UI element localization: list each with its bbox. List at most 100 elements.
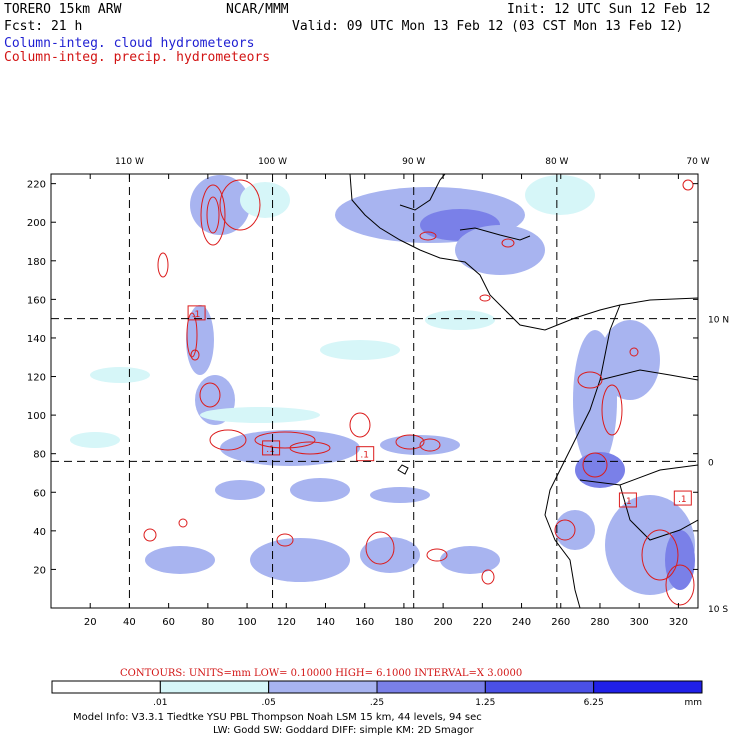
cloud-core: [665, 530, 695, 590]
model-title: TORERO 15km ARW: [4, 2, 122, 17]
precip-contour: [219, 179, 261, 231]
contour-label-box: [618, 492, 637, 508]
x-tick-label: 200: [434, 617, 453, 628]
x-tick-label: 320: [669, 617, 688, 628]
cloud-area: [525, 175, 595, 215]
latitude-label: 10 N: [708, 316, 729, 326]
colorbar-level-label: .25: [370, 698, 384, 708]
y-tick-label: 200: [27, 218, 46, 229]
precip-contour: [206, 196, 220, 234]
field-precip-label: Column-integ. precip. hydrometeors: [4, 50, 271, 65]
colorbar-level-label: 6.25: [584, 698, 604, 708]
precip-contour: [395, 434, 425, 450]
precip-contour: [289, 441, 331, 455]
x-tick-label: 180: [394, 617, 413, 628]
x-tick-label: 80: [201, 617, 214, 628]
precip-contour: [157, 252, 169, 278]
precip-contour: [419, 438, 441, 452]
x-tick-label: 60: [162, 617, 175, 628]
border: [619, 484, 698, 541]
precip-contour: [349, 412, 371, 438]
x-tick-label: 260: [551, 617, 570, 628]
cloud-area: [250, 538, 350, 582]
precip-contour: [254, 431, 316, 449]
colorbar-units: mm: [684, 698, 702, 708]
plot-frame: [50, 173, 699, 609]
y-tick-label: 60: [33, 488, 46, 499]
precip-contour: [186, 312, 198, 358]
y-tick-label: 20: [33, 565, 46, 576]
colorbar-level-label: 1.25: [475, 698, 495, 708]
precip-contour: [276, 533, 294, 547]
colorbar-swatch: [159, 680, 270, 694]
colorbar-swatch: [376, 680, 486, 694]
y-axis: 20 40 60 80 100 120 140 160 180 200 220: [27, 180, 698, 576]
contour-label-box: [187, 305, 206, 321]
central-america-coast: [349, 174, 698, 331]
precip-contour: [419, 231, 437, 241]
precip-contour: [209, 429, 247, 451]
border: [599, 369, 698, 381]
precip-contour: [143, 528, 157, 542]
x-axis: 20 40 60 80 100 120 140 160 180 200 220 240 260 280 30…: [84, 174, 688, 628]
precip-contours: [143, 179, 695, 606]
yucatan-coast: [399, 174, 446, 211]
y-tick-label: 80: [33, 450, 46, 461]
x-tick-label: 100: [238, 617, 257, 628]
coastlines: [349, 174, 698, 608]
longitude-label: 90 W: [402, 157, 425, 167]
precip-contour: [641, 529, 679, 581]
precip-contour: [665, 564, 695, 606]
colorbar-swatch: [593, 680, 703, 694]
y-tick-label: 160: [27, 295, 46, 306]
precip-contour: [479, 294, 491, 302]
org-label: NCAR/MMM: [226, 2, 289, 17]
cloud-area: [70, 432, 120, 448]
contour-label-box: [262, 440, 281, 456]
valid-time: Valid: 09 UTC Mon 13 Feb 12 (03 CST Mon …: [292, 19, 684, 34]
cloud-area: [370, 487, 430, 503]
x-tick-label: 40: [123, 617, 136, 628]
contour-label: .1: [623, 497, 632, 507]
colorbar-swatch: [484, 680, 595, 694]
precip-contour: [577, 371, 603, 389]
y-tick-label: 100: [27, 411, 46, 422]
model-info-line2: LW: Godd SW: Goddard DIFF: simple KM: 2D…: [213, 725, 474, 736]
precip-contour: [582, 452, 608, 478]
map-field: .1 .1 .1 .1 .1: [51, 174, 698, 608]
precip-contour: [554, 519, 576, 541]
colorbar-level-label: .01: [153, 698, 167, 708]
init-time: Init: 12 UTC Sun 12 Feb 12: [507, 2, 711, 17]
precip-contour: [601, 384, 623, 436]
contour-label-box: [673, 490, 692, 506]
x-tick-label: 240: [512, 617, 531, 628]
precip-contour: [481, 569, 495, 585]
x-tick-label: 140: [316, 617, 335, 628]
x-tick-label: 300: [630, 617, 649, 628]
cloud-area: [290, 478, 350, 502]
cloud-area: [455, 225, 545, 275]
contour-label: .1: [678, 495, 687, 505]
contour-label-box: [356, 446, 375, 462]
y-tick-label: 220: [27, 180, 46, 191]
y-tick-label: 180: [27, 257, 46, 268]
longitude-label: 100 W: [258, 157, 287, 167]
precip-contour: [629, 347, 639, 357]
precip-contour: [501, 238, 515, 248]
precip-contour: [365, 531, 395, 565]
model-info-line1: Model Info: V3.3.1 Tiedtke YSU PBL Thomp…: [73, 712, 482, 723]
cloud-area: [240, 182, 290, 218]
cloud-area: [215, 480, 265, 500]
y-tick-label: 140: [27, 334, 46, 345]
x-tick-label: 280: [590, 617, 609, 628]
longitude-labels: 110 W 100 W 90 W 80 W 70 W: [115, 157, 710, 167]
cloud-area: [186, 305, 214, 375]
contour-low-labels: .1 .1 .1 .1 .1: [187, 305, 692, 508]
cloud-area: [425, 310, 495, 330]
precip-contour: [178, 518, 188, 528]
y-tick-label: 40: [33, 527, 46, 538]
border: [579, 464, 698, 486]
cloud-area: [600, 320, 660, 400]
cloud-area: [145, 546, 215, 574]
precip-contour: [682, 179, 694, 191]
